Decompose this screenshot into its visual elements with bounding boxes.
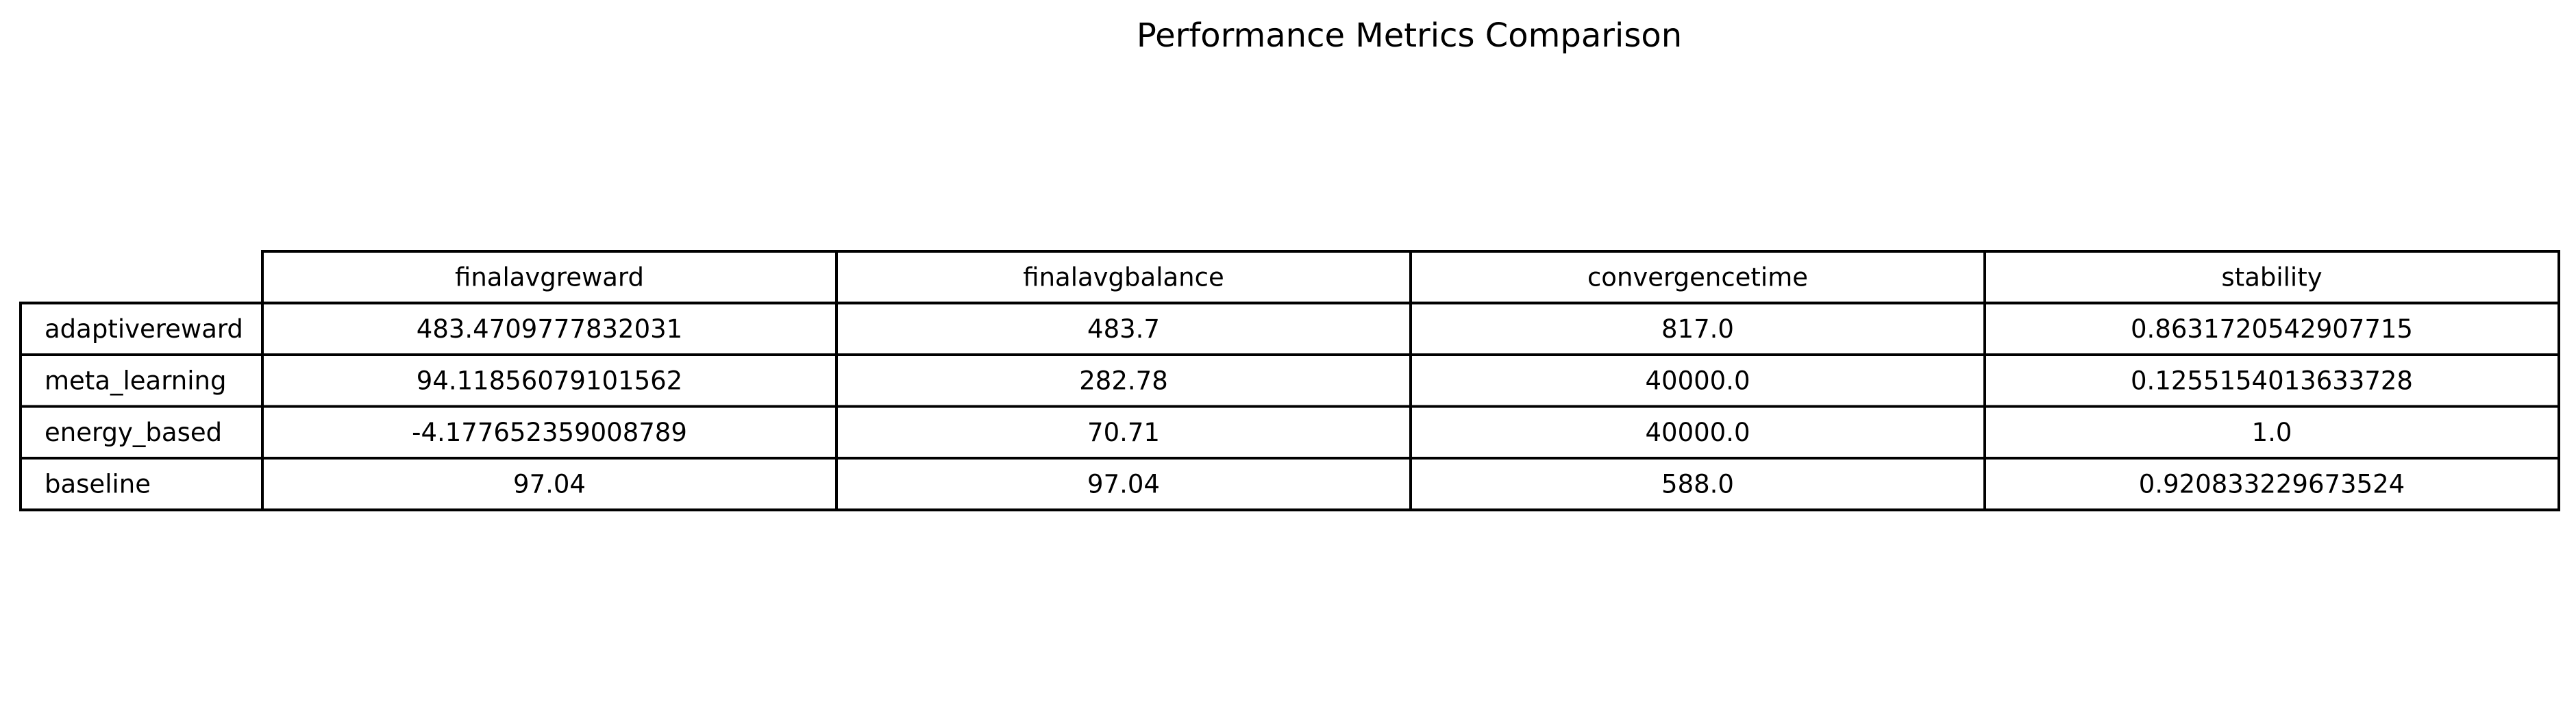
table-cell xyxy=(835,353,1412,408)
table-cell xyxy=(1409,457,1986,512)
column-header: finalavgreward xyxy=(455,262,644,292)
cell-value: -4.177652359008789 xyxy=(412,418,687,447)
cell-value: 70.71 xyxy=(1087,418,1160,447)
cell-value: 0.1255154013633728 xyxy=(2131,366,2413,395)
cell-value: 0.8631720542907715 xyxy=(2131,314,2413,344)
cell-value: 94.11856079101562 xyxy=(417,366,682,395)
table-cell xyxy=(1409,405,1986,460)
cell-value: 483.4709777832031 xyxy=(417,314,682,344)
table-cell xyxy=(835,457,1412,512)
table-cell xyxy=(261,405,838,460)
cell-value: 97.04 xyxy=(1087,469,1160,499)
row-label: meta_learning xyxy=(45,366,226,395)
table-cell xyxy=(1409,353,1986,408)
column-header: finalavgbalance xyxy=(1023,262,1224,292)
column-header: stability xyxy=(2221,262,2322,292)
row-label-cell xyxy=(19,353,264,408)
cell-value: 0.920833229673524 xyxy=(2139,469,2405,499)
cell-value: 282.78 xyxy=(1079,366,1167,395)
cell-value: 817.0 xyxy=(1661,314,1734,344)
table-cell xyxy=(1983,405,2560,460)
cell-value: 97.04 xyxy=(513,469,586,499)
table-cell xyxy=(835,405,1412,460)
cell-value: 1.0 xyxy=(2252,418,2292,447)
column-header-cell xyxy=(1409,250,1986,305)
cell-value: 40000.0 xyxy=(1645,418,1750,447)
row-label: baseline xyxy=(45,469,151,499)
row-label: energy_based xyxy=(45,418,222,447)
table-cell xyxy=(261,457,838,512)
column-header: convergencetime xyxy=(1587,262,1808,292)
cell-value: 40000.0 xyxy=(1645,366,1750,395)
table-cell xyxy=(1983,301,2560,356)
column-header-cell xyxy=(261,250,838,305)
table-cell xyxy=(1983,353,2560,408)
cell-value: 588.0 xyxy=(1661,469,1734,499)
column-header-cell xyxy=(835,250,1412,305)
table-cell xyxy=(1409,301,1986,356)
table-cell xyxy=(1983,457,2560,512)
chart-title: Performance Metrics Comparison xyxy=(1136,16,1683,55)
row-label-cell xyxy=(19,405,264,460)
row-label: adaptivereward xyxy=(45,314,243,344)
cell-value: 483.7 xyxy=(1087,314,1160,344)
